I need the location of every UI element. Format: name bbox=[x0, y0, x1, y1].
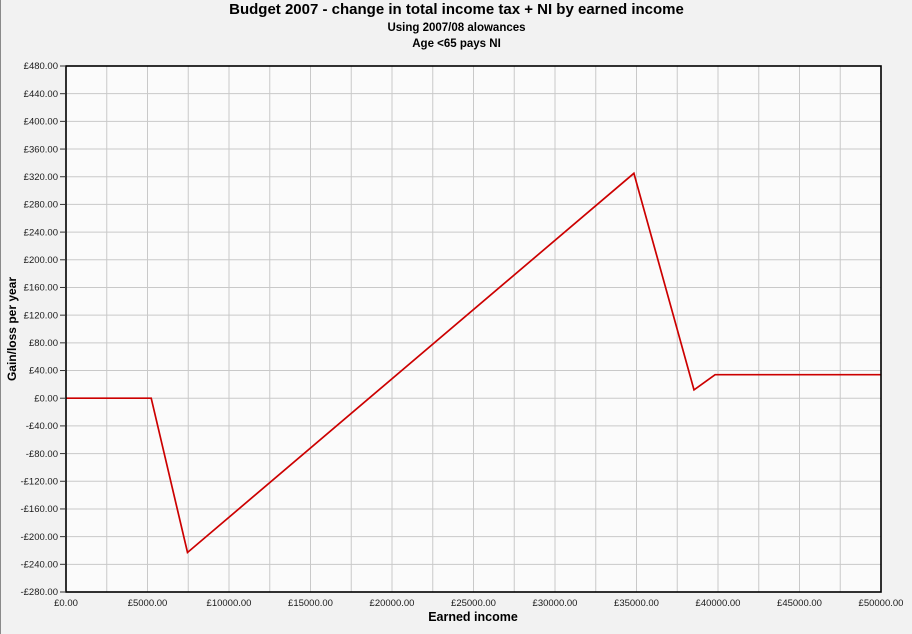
y-tick-label: -£200.00 bbox=[20, 532, 58, 543]
y-tick-label: £80.00 bbox=[29, 338, 58, 349]
y-tick-label: -£280.00 bbox=[20, 587, 58, 598]
x-tick-label: £45000.00 bbox=[777, 598, 822, 609]
x-tick-label: £10000.00 bbox=[207, 598, 252, 609]
series-line bbox=[66, 171, 881, 555]
chart-subtitle: Using 2007/08 alowances bbox=[387, 22, 526, 34]
y-tick-label: -£160.00 bbox=[20, 504, 58, 515]
x-tick-label: £5000.00 bbox=[128, 598, 168, 609]
y-tick-label: £360.00 bbox=[24, 144, 58, 155]
y-tick-label: £120.00 bbox=[24, 310, 58, 321]
x-tick-label: £0.00 bbox=[54, 598, 78, 609]
y-tick-label: £400.00 bbox=[24, 117, 58, 128]
chart-subtitle-2: Age <65 pays NI bbox=[412, 38, 501, 50]
chart-title: Budget 2007 - change in total income tax… bbox=[229, 1, 684, 18]
x-axis-title: Earned income bbox=[428, 610, 518, 624]
x-tick-label: £35000.00 bbox=[614, 598, 659, 609]
x-tick-label: £40000.00 bbox=[696, 598, 741, 609]
y-tick-label: -£120.00 bbox=[20, 477, 58, 488]
y-tick-label: £0.00 bbox=[34, 393, 58, 404]
y-tick-label: £40.00 bbox=[29, 366, 58, 377]
plot-border bbox=[65, 65, 882, 593]
y-tick-label: £320.00 bbox=[24, 172, 58, 183]
y-tick-label: £240.00 bbox=[24, 227, 58, 238]
x-tick-label: £50000.00 bbox=[859, 598, 904, 609]
x-tick-label: £25000.00 bbox=[451, 598, 496, 609]
y-axis-title: Gain/loss per year bbox=[5, 276, 19, 382]
y-tick-label: £440.00 bbox=[24, 89, 58, 100]
y-tick-label: £200.00 bbox=[24, 255, 58, 266]
y-tick-label: -£240.00 bbox=[20, 560, 58, 571]
x-tick-label: £30000.00 bbox=[533, 598, 578, 609]
y-tick-label: £160.00 bbox=[24, 283, 58, 294]
x-tick-label: £15000.00 bbox=[288, 598, 333, 609]
x-tick-label: £20000.00 bbox=[370, 598, 415, 609]
y-tick-label: -£40.00 bbox=[26, 421, 58, 432]
y-tick-label: -£80.00 bbox=[26, 449, 58, 460]
y-tick-label: £480.00 bbox=[24, 61, 58, 72]
y-tick-label: £280.00 bbox=[24, 200, 58, 211]
